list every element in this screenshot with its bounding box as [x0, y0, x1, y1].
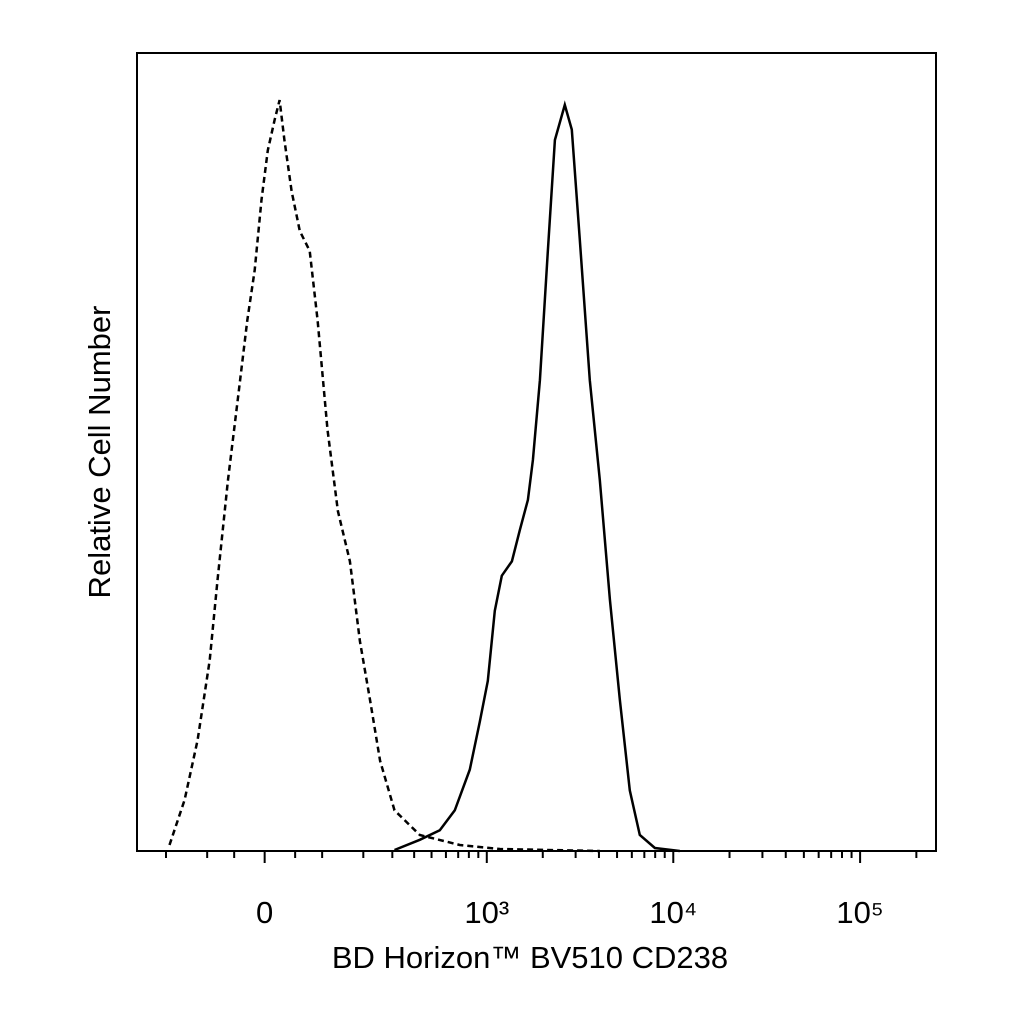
x-tick-label: 0 [256, 895, 273, 930]
x-tick-label: 10³ [464, 895, 509, 930]
histogram-line [394, 100, 680, 853]
x-tick-label: 10⁵ [836, 895, 883, 930]
x-axis-title: BD Horizon™ BV510 CD238 [332, 940, 728, 975]
x-tick-label: 10⁴ [649, 895, 697, 930]
y-axis-title: Relative Cell Number [82, 306, 117, 599]
plot-frame [136, 52, 937, 852]
histogram-line [168, 99, 600, 853]
